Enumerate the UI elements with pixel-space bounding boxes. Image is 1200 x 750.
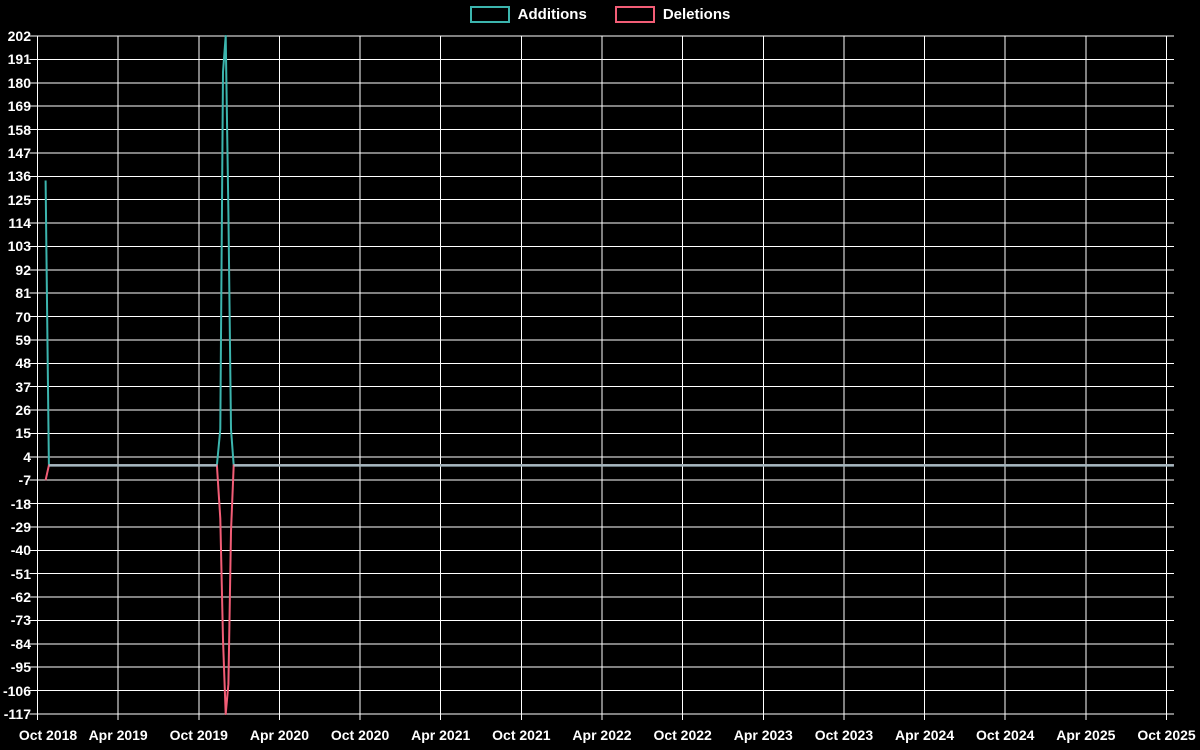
y-tick-label-70: 70 [15, 308, 31, 325]
x-tick-label-apr-2023: Apr 2023 [733, 727, 793, 743]
gridlines [29, 35, 1174, 720]
y-tick-label-125: 125 [7, 191, 31, 208]
y-tick-label--95: -95 [10, 659, 31, 676]
x-tick-label-oct-2024: Oct 2024 [976, 727, 1035, 743]
series-additions [44, 35, 1174, 467]
x-tick-label-oct-2021: Oct 2021 [492, 727, 551, 743]
y-tick-label-191: 191 [7, 51, 31, 68]
series-deletions [44, 464, 1174, 715]
y-tick-label--40: -40 [10, 542, 31, 559]
y-tick-label--73: -73 [10, 612, 31, 629]
y-tick-label--18: -18 [10, 495, 31, 512]
deletions-swatch-icon [614, 6, 655, 23]
legend-item-deletions[interactable]: Deletions [614, 6, 731, 23]
x-tick-label-oct-2022: Oct 2022 [653, 727, 712, 743]
chart-legend: Additions Deletions [0, 6, 1200, 23]
x-tick-label-apr-2025: Apr 2025 [1056, 727, 1116, 743]
y-tick-label-48: 48 [15, 355, 31, 372]
x-tick-label-oct-2018: Oct 2018 [18, 727, 78, 743]
x-tick-label-apr-2024: Apr 2024 [894, 727, 955, 743]
y-tick-label--62: -62 [10, 589, 31, 606]
x-tick-label-apr-2020: Apr 2020 [249, 727, 309, 743]
x-tick-label-oct-2020: Oct 2020 [330, 727, 390, 743]
y-tick-label-114: 114 [8, 215, 31, 232]
y-tick-label-4: 4 [23, 448, 31, 465]
y-tick-label--117: -117 [3, 706, 31, 722]
additions-swatch-icon [469, 6, 510, 23]
x-tick-label-apr-2019: Apr 2019 [88, 727, 148, 743]
x-tick-label-apr-2022: Apr 2022 [572, 727, 632, 743]
y-tick-label-37: 37 [15, 378, 31, 395]
x-tick-label-oct-2023: Oct 2023 [814, 727, 874, 743]
y-tick-label-81: 81 [15, 285, 31, 302]
y-tick-label--29: -29 [10, 518, 31, 535]
x-tick-label-oct-2025: Oct 2025 [1137, 727, 1196, 743]
y-tick-label-103: 103 [7, 238, 31, 255]
y-tick-label-180: 180 [7, 74, 31, 91]
y-tick-label-59: 59 [15, 331, 31, 348]
y-tick-label-158: 158 [7, 121, 31, 138]
y-tick-label--7: -7 [18, 472, 31, 489]
legend-item-additions[interactable]: Additions [469, 6, 587, 23]
y-tick-label-169: 169 [7, 98, 31, 115]
y-tick-label-92: 92 [15, 261, 31, 278]
legend-label-additions: Additions [517, 6, 587, 23]
y-tick-label-26: 26 [15, 402, 31, 419]
y-tick-label-136: 136 [7, 168, 31, 185]
x-tick-label-apr-2021: Apr 2021 [411, 727, 471, 743]
y-tick-label--106: -106 [2, 682, 31, 699]
y-tick-label-147: 147 [7, 144, 31, 161]
y-tick-label--51: -51 [10, 565, 31, 582]
legend-label-deletions: Deletions [662, 6, 731, 23]
y-tick-label-15: 15 [15, 425, 31, 442]
y-tick-label-202: 202 [7, 28, 31, 44]
x-tick-label-oct-2019: Oct 2019 [169, 727, 228, 743]
y-tick-label--84: -84 [10, 635, 31, 652]
